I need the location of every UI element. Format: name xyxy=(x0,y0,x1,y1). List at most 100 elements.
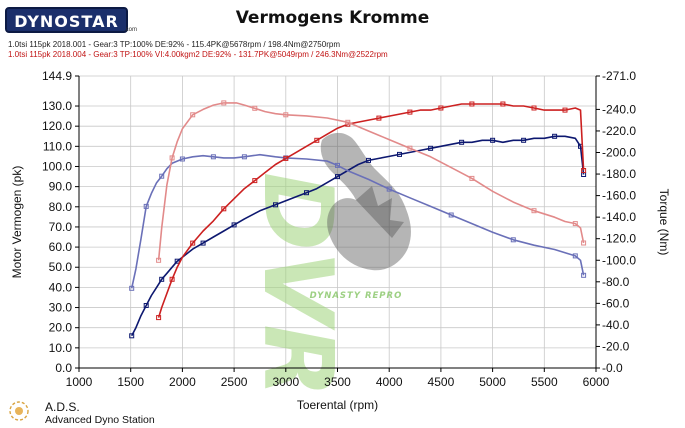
y2-tick-label: -160.0 xyxy=(602,189,636,203)
series-3-point xyxy=(562,107,568,113)
series-4-point xyxy=(156,257,162,263)
series-2-point xyxy=(510,237,516,243)
series-4-point xyxy=(572,221,578,227)
x-tick-label: 6000 xyxy=(583,375,610,389)
series-1-point xyxy=(397,151,402,157)
series-1-point xyxy=(231,222,237,228)
series-1-point xyxy=(304,190,309,196)
series-line-2 xyxy=(130,153,585,289)
series-3-point xyxy=(438,105,444,111)
series-1-point xyxy=(428,145,434,151)
y-tick-label: 110.0 xyxy=(43,139,72,153)
series-1-point xyxy=(129,333,135,339)
series-3-point xyxy=(407,109,413,115)
y-tick-label: 144.9 xyxy=(42,69,72,83)
series-4-point xyxy=(252,105,258,111)
series-1-point xyxy=(273,202,278,208)
footer-name: A.D.S. xyxy=(45,400,80,414)
series-3-point xyxy=(581,168,587,173)
y-tick-label: 0.0 xyxy=(55,361,72,375)
y-tick-label: 20.0 xyxy=(49,321,73,335)
series-2-point xyxy=(335,162,340,168)
series-2-point xyxy=(448,212,454,218)
series-3-point xyxy=(376,115,382,121)
series-3-point xyxy=(252,178,258,184)
dragon-wing-icon xyxy=(356,186,404,238)
series-2-point xyxy=(159,173,165,179)
series-4-point xyxy=(531,208,537,214)
y2-axis-title: Torque (Nm) xyxy=(657,189,671,256)
y2-tick-label: -60.0 xyxy=(602,296,630,310)
y2-tick-label: -140.0 xyxy=(602,210,636,224)
series-2-point xyxy=(241,154,247,160)
run-1-legend: 1.0tsi 115pk 2018.001 - Gear:3 TP:100% D… xyxy=(8,40,340,49)
series-4-point xyxy=(169,155,175,161)
y-tick-label: 70.0 xyxy=(49,220,73,234)
y2-tick-label: -180.0 xyxy=(602,167,636,181)
series-line-4 xyxy=(157,102,585,261)
series-2-point xyxy=(210,154,216,160)
series-2-point xyxy=(386,186,392,192)
run-2-legend: 1.0tsi 115pk 2018.004 - Gear:3 TP:100% V… xyxy=(8,50,388,59)
dynostar-logo: DYNOSTAR xyxy=(5,7,128,33)
footer-subtitle: Advanced Dyno Station xyxy=(45,414,155,426)
series-1-point xyxy=(521,137,527,143)
y2-tick-label: -20.0 xyxy=(602,339,630,353)
series-3-point xyxy=(156,315,162,321)
series-4-point xyxy=(283,112,289,118)
series-3-point xyxy=(531,105,537,111)
y-tick-label: 30.0 xyxy=(49,301,73,315)
y2-tick-label: -80.0 xyxy=(602,275,630,289)
y-tick-label: 50.0 xyxy=(49,260,73,274)
series-3-point xyxy=(221,206,227,212)
series-1-point xyxy=(366,157,371,163)
watermark: DVR DYNASTY REPRO xyxy=(242,132,411,398)
series-2-point xyxy=(143,203,149,209)
axes: 1000 1500 2000 2500 3000 3500 4000 4500 5000 5500… xyxy=(10,69,671,412)
series-line-1 xyxy=(130,135,585,337)
series-4-point xyxy=(407,145,413,151)
y-tick-label: 80.0 xyxy=(49,200,73,214)
series-3-point xyxy=(283,155,289,161)
series-4-point xyxy=(221,100,227,106)
series-1-point xyxy=(174,258,180,264)
series-1-point xyxy=(552,133,558,139)
series-4-point xyxy=(345,119,351,125)
y-tick-label: 60.0 xyxy=(49,240,73,254)
y-tick-label: 120.0 xyxy=(42,119,72,133)
series-3-point xyxy=(469,101,475,107)
dragon-silhouette-icon xyxy=(320,132,411,271)
x-axis-title: Toerental (rpm) xyxy=(297,398,378,412)
series-1-point xyxy=(490,137,496,143)
y-tick-label: 40.0 xyxy=(49,280,73,294)
y2-tick-label: -200.0 xyxy=(602,146,636,160)
y-axis-title: Motor Vermogen (pk) xyxy=(10,166,24,279)
series-1-point xyxy=(159,276,165,282)
y2-tick-label: -40.0 xyxy=(602,318,630,332)
series-4-point xyxy=(581,240,587,246)
x-tick-label: 1000 xyxy=(66,375,93,389)
series-2-point xyxy=(581,272,587,278)
y2-tick-label: -271.0 xyxy=(602,69,636,83)
logo-text: DYNOSTAR xyxy=(14,12,119,31)
x-tick-label: 5000 xyxy=(479,375,506,389)
x-tick-label: 4000 xyxy=(376,375,403,389)
x-tick-label: 5500 xyxy=(531,375,558,389)
x-tick-label: 4500 xyxy=(428,375,455,389)
y2-tick-label: -220.0 xyxy=(602,124,636,138)
series-3-point xyxy=(314,137,320,143)
y-tick-label: 130.0 xyxy=(42,99,72,113)
x-tick-label: 2500 xyxy=(221,375,248,389)
series-1-point xyxy=(335,174,340,180)
series-3-point xyxy=(500,101,506,107)
y2-tick-label: -100.0 xyxy=(602,253,636,267)
series-4-point xyxy=(469,175,475,181)
logo-suffix: .com xyxy=(124,27,138,33)
series-3-point xyxy=(169,276,175,282)
series-2-point xyxy=(572,253,578,259)
y2-tick-label: -0.0 xyxy=(602,361,623,375)
series-1-point xyxy=(200,240,206,246)
y-tick-label: 10.0 xyxy=(49,341,73,355)
